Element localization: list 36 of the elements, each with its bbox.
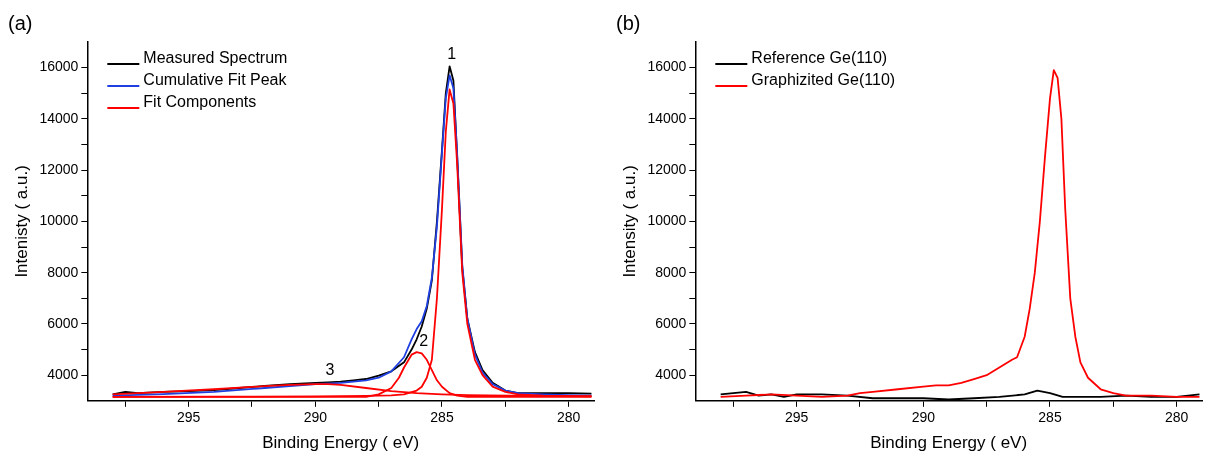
y-tick-label: 6000 xyxy=(47,314,79,331)
legend-label: Reference Ge(110) xyxy=(751,49,888,67)
x-tick-label: 290 xyxy=(911,409,936,426)
annotation: 3 xyxy=(325,360,335,378)
legend-label: Measured Spectrum xyxy=(143,49,288,67)
y-axis-title: Intensity ( a.u.) xyxy=(619,165,639,278)
y-tick-label: 16000 xyxy=(39,58,79,75)
annotation: 1 xyxy=(447,44,457,62)
x-axis-title: Binding Energy ( eV) xyxy=(870,433,1028,453)
legend-label: Graphizited Ge(110) xyxy=(751,71,896,89)
x-axis-title: Binding Energy ( eV) xyxy=(262,433,420,453)
legend-label: Cumulative Fit Peak xyxy=(143,71,288,89)
x-tick-label: 285 xyxy=(430,409,454,426)
x-tick-label: 295 xyxy=(784,409,809,426)
annotation: 2 xyxy=(419,331,429,349)
chart-title: (b) xyxy=(616,11,641,34)
y-axis-title: Intenisty ( a.u.) xyxy=(11,165,31,278)
y-tick-label: 4000 xyxy=(47,366,79,383)
y-tick-label: 10000 xyxy=(647,212,687,229)
y-tick-label: 8000 xyxy=(47,263,79,280)
y-tick-label: 14000 xyxy=(647,109,687,126)
legend-label: Fit Components xyxy=(143,93,257,111)
y-tick-label: 16000 xyxy=(647,58,687,75)
y-tick-label: 14000 xyxy=(39,109,79,126)
y-tick-label: 12000 xyxy=(647,161,687,177)
x-tick-label: 290 xyxy=(303,409,328,426)
x-tick-label: 280 xyxy=(556,409,581,426)
y-tick-label: 8000 xyxy=(655,263,687,280)
x-tick-label: 280 xyxy=(1164,409,1189,426)
chart-title: (a) xyxy=(8,11,33,34)
x-tick-label: 295 xyxy=(176,409,201,426)
x-tick-label: 285 xyxy=(1038,409,1062,426)
y-tick-label: 6000 xyxy=(655,314,687,331)
y-tick-label: 12000 xyxy=(39,161,79,177)
y-tick-label: 4000 xyxy=(655,366,687,383)
y-tick-label: 10000 xyxy=(39,212,79,229)
